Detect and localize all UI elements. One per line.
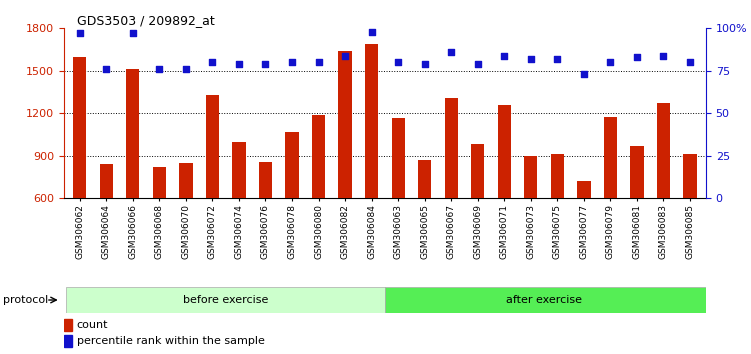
Text: GDS3503 / 209892_at: GDS3503 / 209892_at xyxy=(77,14,215,27)
Bar xyxy=(339,51,351,198)
Point xyxy=(445,49,457,55)
Bar xyxy=(418,160,431,198)
Point xyxy=(418,61,430,67)
Point xyxy=(312,59,324,65)
Bar xyxy=(604,117,617,198)
Bar xyxy=(100,164,113,198)
Bar xyxy=(498,105,511,198)
Bar xyxy=(391,118,405,198)
Point xyxy=(180,66,192,72)
Point xyxy=(74,30,86,36)
Text: before exercise: before exercise xyxy=(183,295,268,305)
Point xyxy=(260,61,272,67)
Bar xyxy=(64,319,72,331)
Bar xyxy=(471,144,484,198)
Bar xyxy=(73,57,86,198)
Text: protocol: protocol xyxy=(3,295,49,305)
Point xyxy=(578,72,590,77)
Point xyxy=(605,59,617,65)
Bar xyxy=(126,69,140,198)
Bar xyxy=(445,98,458,198)
Bar xyxy=(365,44,379,198)
Point xyxy=(525,56,537,62)
Point xyxy=(127,30,139,36)
Point xyxy=(472,61,484,67)
Bar xyxy=(64,335,72,347)
Point xyxy=(207,59,219,65)
Text: after exercise: after exercise xyxy=(506,295,582,305)
Bar xyxy=(179,163,192,198)
Point xyxy=(339,53,351,58)
Point xyxy=(153,66,165,72)
Point xyxy=(286,59,298,65)
Bar xyxy=(550,154,564,198)
Bar xyxy=(67,287,385,313)
Point xyxy=(101,66,113,72)
Bar xyxy=(312,115,325,198)
Bar xyxy=(657,103,670,198)
Bar xyxy=(578,181,590,198)
Bar xyxy=(206,95,219,198)
Text: count: count xyxy=(77,320,108,330)
Point xyxy=(392,59,404,65)
Bar xyxy=(385,287,706,313)
Point xyxy=(233,61,245,67)
Bar xyxy=(285,132,299,198)
Point xyxy=(498,53,510,58)
Point xyxy=(657,53,669,58)
Bar xyxy=(683,154,697,198)
Bar xyxy=(630,146,644,198)
Point xyxy=(631,55,643,60)
Bar xyxy=(524,156,538,198)
Bar xyxy=(152,167,166,198)
Bar xyxy=(232,142,246,198)
Point xyxy=(366,29,378,35)
Text: percentile rank within the sample: percentile rank within the sample xyxy=(77,336,264,346)
Point xyxy=(551,56,563,62)
Point xyxy=(684,59,696,65)
Bar xyxy=(259,162,272,198)
